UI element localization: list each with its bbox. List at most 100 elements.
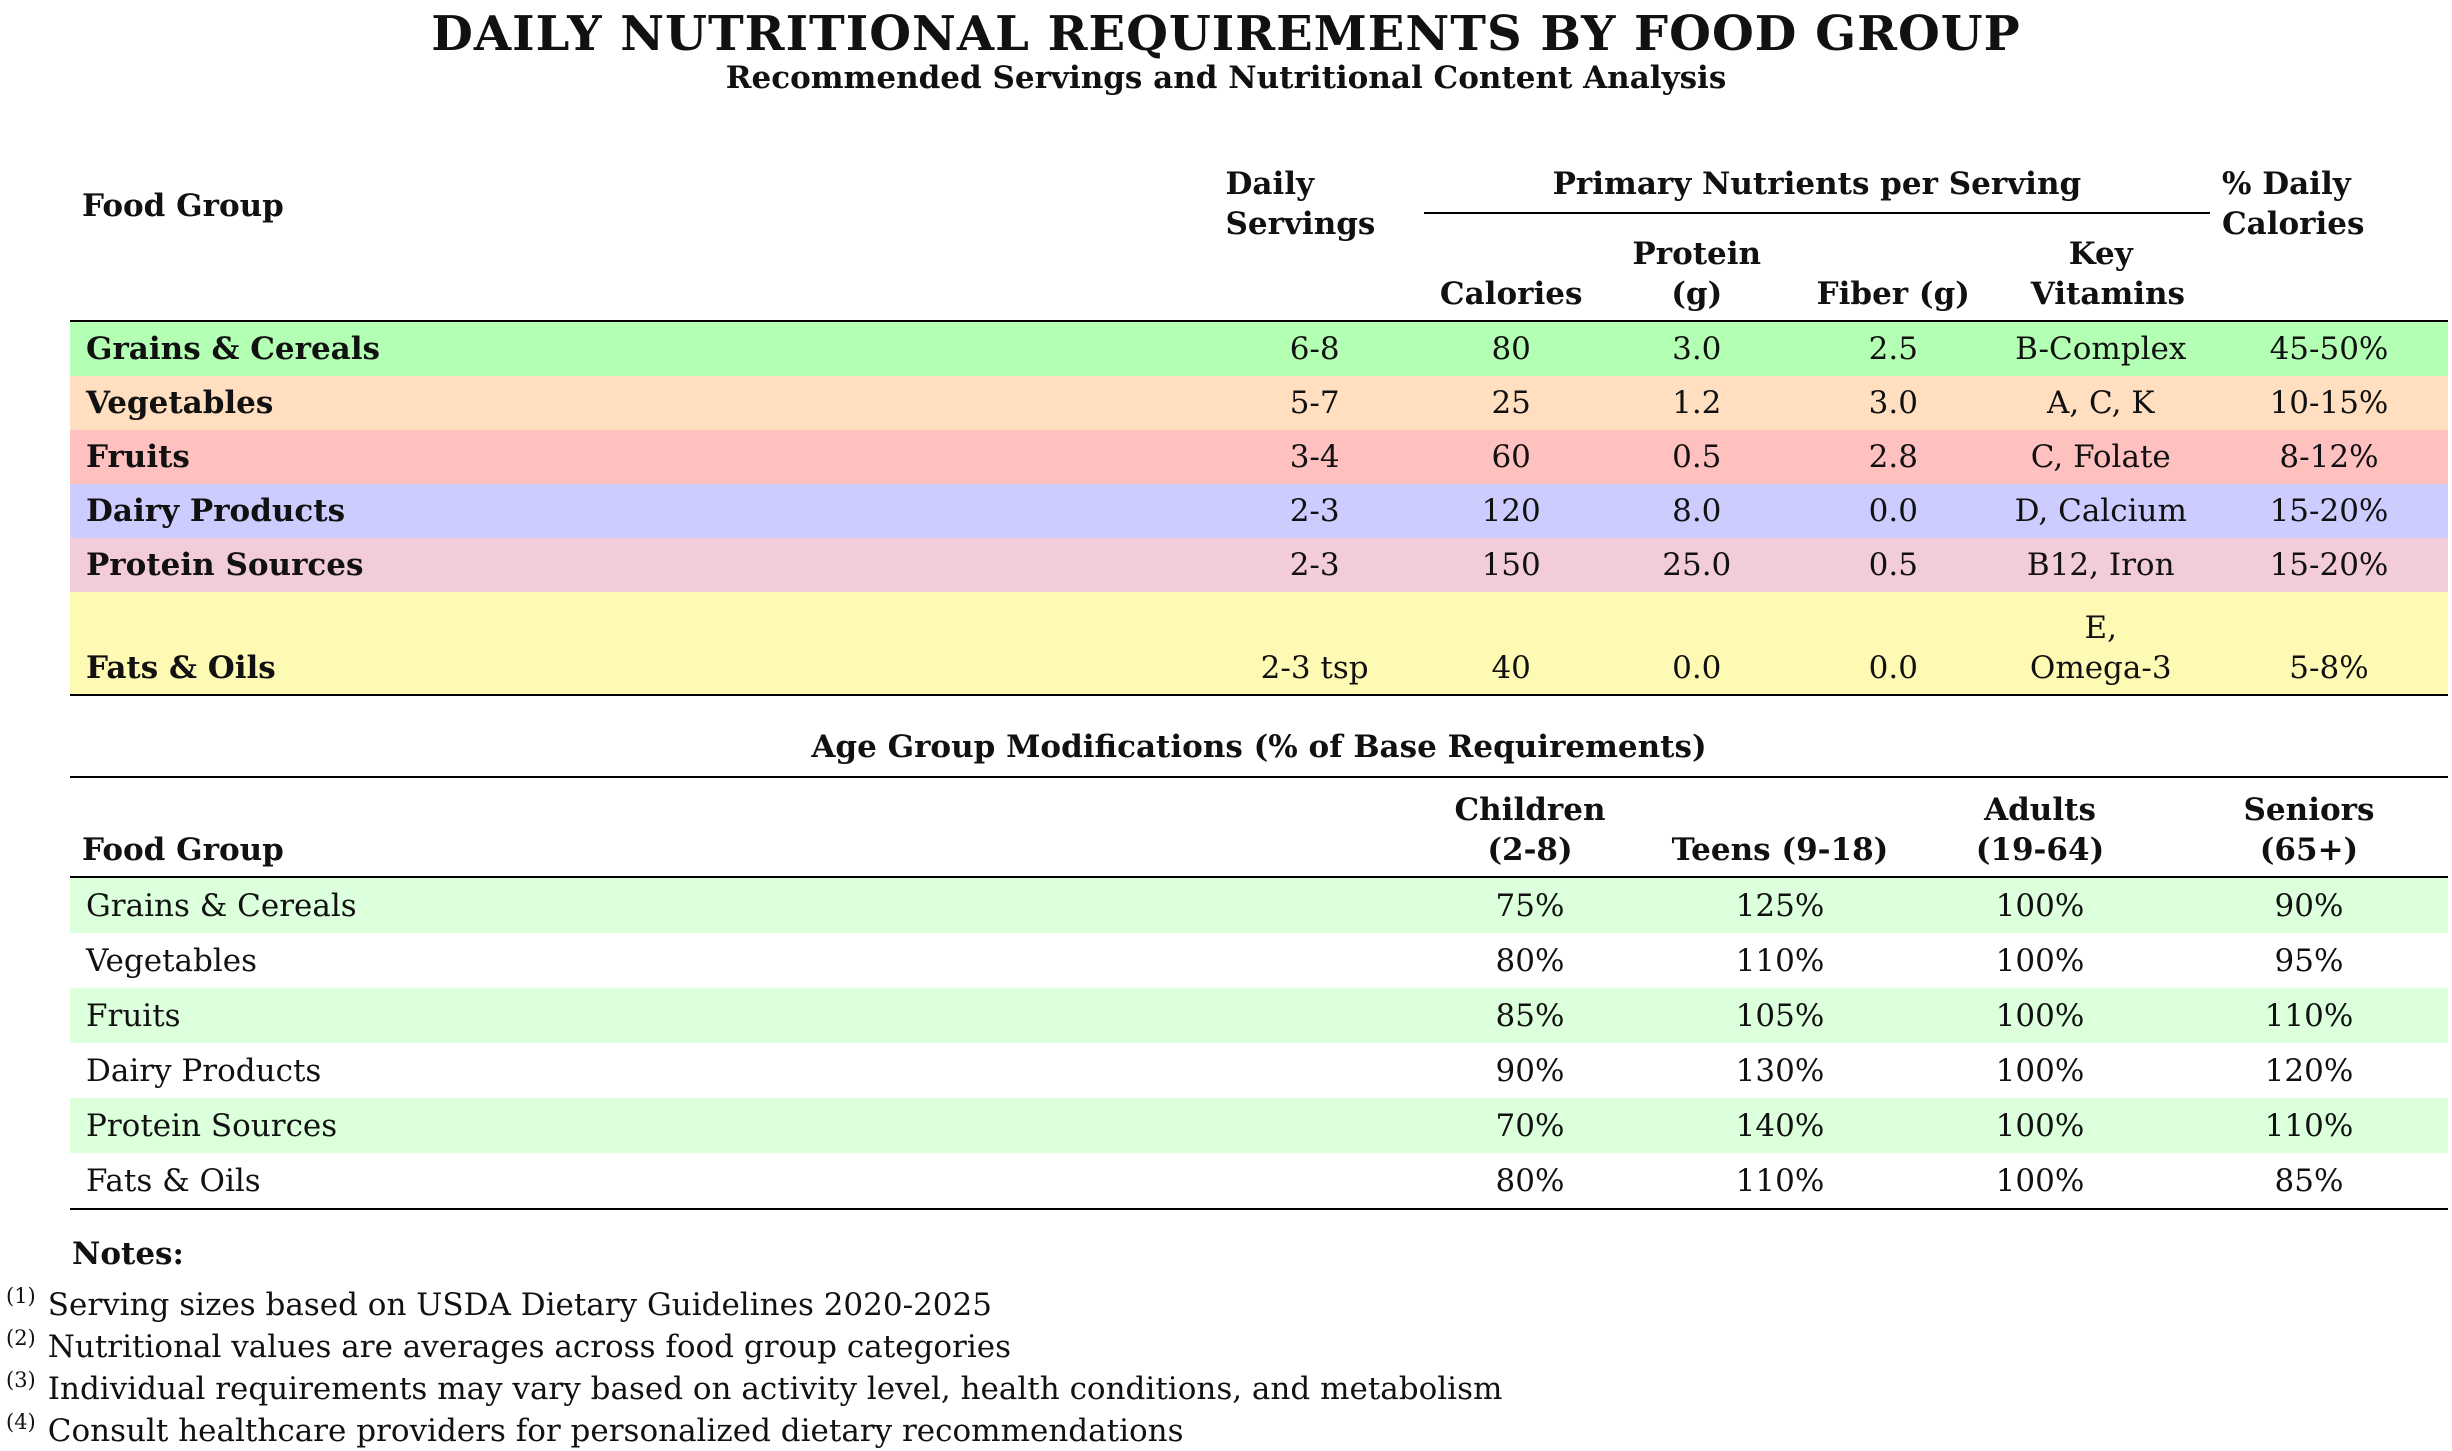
row-vitamins-line2: Omega-3 (2029, 650, 2172, 686)
header-daily-servings: Daily Servings (1225, 166, 1376, 242)
row-adults: 100% (1995, 1162, 2085, 1199)
row-adults: 100% (1995, 1052, 2085, 1089)
row-food-group: Fruits (86, 997, 181, 1034)
header-food-group: Food Group (82, 832, 284, 868)
header-key-vitamins: Key Vitamins (2030, 236, 2186, 312)
row-servings: 2-3 (1289, 547, 1340, 583)
row-food-group: Fats & Oils (86, 650, 276, 686)
row-vitamins: B12, Iron (2026, 547, 2175, 583)
table-row: Fats & Oils 80% 110% 100% 85% (70, 1153, 2448, 1209)
row-calories: 150 (1481, 547, 1541, 583)
row-food-group: Fruits (86, 439, 190, 475)
row-daily-calories: 15-20% (2269, 547, 2389, 583)
header-calories: Calories (1439, 276, 1583, 312)
page-subtitle: Recommended Servings and Nutritional Con… (725, 60, 1727, 96)
header-children-line1: Children (1454, 792, 1606, 828)
table-row: Grains & Cereals 6-8 80 3.0 2.5 B-Comple… (70, 321, 2448, 376)
row-calories: 80 (1491, 331, 1531, 367)
header-fiber: Fiber (g) (1816, 276, 1970, 312)
row-seniors: 110% (2264, 1107, 2354, 1144)
note-text: Serving sizes based on USDA Dietary Guid… (47, 1287, 992, 1323)
row-food-group: Grains & Cereals (86, 887, 357, 924)
row-vitamins-line1: E, (2084, 610, 2117, 646)
row-seniors: 85% (2274, 1162, 2344, 1199)
row-protein: 3.0 (1672, 331, 1722, 367)
row-adults: 100% (1995, 887, 2085, 924)
note-item: (2) Nutritional values are averages acros… (6, 1318, 1011, 1367)
note-marker: (3) (6, 1368, 36, 1392)
row-children: 90% (1495, 1052, 1565, 1089)
note-item: (4) Consult healthcare providers for pers… (6, 1402, 1184, 1451)
row-food-group: Dairy Products (86, 1052, 322, 1089)
row-teens: 110% (1735, 942, 1825, 979)
header-primary-nutrients: Primary Nutrients per Serving (1423, 160, 2210, 214)
header-adults-line2: (19-64) (1975, 832, 2105, 868)
row-teens: 130% (1735, 1052, 1825, 1089)
row-calories: 60 (1491, 439, 1531, 475)
row-servings: 2-3 (1289, 493, 1340, 529)
row-food-group: Vegetables (86, 942, 258, 979)
row-teens: 125% (1735, 887, 1825, 924)
row-children: 70% (1495, 1107, 1565, 1144)
row-protein: 0.5 (1672, 439, 1722, 475)
row-vitamins: C, Folate (2030, 439, 2171, 475)
table-row: Vegetables 5-7 25 1.2 3.0 A, C, K 10-15% (70, 376, 2448, 430)
note-item: (3) Individual requirements may vary base… (6, 1360, 1502, 1409)
row-vitamins: A, C, K (2046, 385, 2155, 421)
header-seniors-line1: Seniors (2243, 792, 2375, 828)
row-servings: 2-3 tsp (1260, 650, 1369, 686)
row-children: 80% (1495, 942, 1565, 979)
table-row: Dairy Products 90% 130% 100% 120% (70, 1043, 2448, 1098)
table-row: Fats & Oils 2-3 tsp 40 0.0 0.0 E, Omega-… (70, 592, 2448, 695)
note-item: (1) Serving sizes based on USDA Dietary G… (6, 1276, 992, 1325)
header-seniors: Seniors (65+) (2170, 777, 2448, 877)
row-calories: 40 (1491, 650, 1531, 686)
notes-title: Notes: (72, 1236, 184, 1272)
table-row: Fruits 3-4 60 0.5 2.8 C, Folate 8-12% (70, 430, 2448, 484)
row-food-group: Fats & Oils (86, 1162, 261, 1199)
table-row: Protein Sources 70% 140% 100% 110% (70, 1098, 2448, 1153)
row-children: 75% (1495, 887, 1565, 924)
note-text: Individual requirements may vary based o… (47, 1371, 1503, 1407)
row-daily-calories: 15-20% (2269, 493, 2389, 529)
row-fiber: 0.0 (1868, 493, 1918, 529)
row-protein: 0.0 (1672, 650, 1722, 686)
table-row: Vegetables 80% 110% 100% 95% (70, 933, 2448, 988)
row-fiber: 2.8 (1868, 439, 1918, 475)
row-protein: 25.0 (1662, 547, 1732, 583)
row-children: 85% (1495, 997, 1565, 1034)
note-marker: (4) (6, 1410, 36, 1434)
row-food-group: Grains & Cereals (86, 331, 381, 367)
table-row: Grains & Cereals 75% 125% 100% 90% (70, 877, 2448, 933)
row-food-group: Vegetables (86, 385, 274, 421)
row-seniors: 120% (2264, 1052, 2354, 1089)
age-modification-table: Food Group Children (2-8) Teens (9-18) A… (70, 776, 2448, 1210)
table-row: Fruits 85% 105% 100% 110% (70, 988, 2448, 1043)
row-teens: 110% (1735, 1162, 1825, 1199)
row-protein: 8.0 (1672, 493, 1722, 529)
table-row: Dairy Products 2-3 120 8.0 0.0 D, Calciu… (70, 484, 2448, 538)
note-marker: (2) (6, 1326, 36, 1350)
table-row: Protein Sources 2-3 150 25.0 0.5 B12, Ir… (70, 538, 2448, 592)
row-adults: 100% (1995, 1107, 2085, 1144)
header-protein: Protein (g) (1632, 236, 1762, 312)
row-daily-calories: 5-8% (2289, 650, 2369, 686)
row-servings: 6-8 (1289, 331, 1340, 367)
row-daily-calories: 10-15% (2269, 385, 2389, 421)
header-seniors-line2: (65+) (2259, 832, 2359, 868)
header-teens: Teens (9-18) (1671, 832, 1889, 868)
row-adults: 100% (1995, 997, 2085, 1034)
row-daily-calories: 8-12% (2279, 439, 2379, 475)
row-fiber: 3.0 (1868, 385, 1918, 421)
row-calories: 120 (1481, 493, 1541, 529)
row-vitamins: B-Complex (2015, 331, 2187, 367)
nutrient-table: Food Group Daily Servings Primary Nutrie… (70, 160, 2448, 696)
row-vitamins: E, Omega-3 (1992, 592, 2210, 695)
row-seniors: 90% (2274, 887, 2344, 924)
row-teens: 140% (1735, 1107, 1825, 1144)
row-food-group: Protein Sources (86, 1107, 338, 1144)
row-protein: 1.2 (1672, 385, 1722, 421)
row-seniors: 110% (2264, 997, 2354, 1034)
row-vitamins: D, Calcium (2014, 493, 2187, 529)
header-food-group: Food Group (82, 188, 284, 224)
